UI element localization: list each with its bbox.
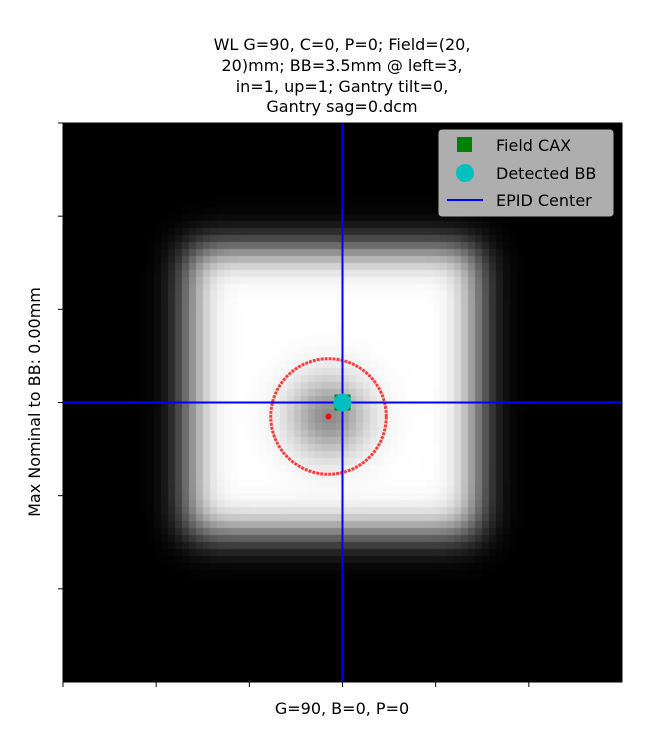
legend-label-field-cax: Field CAX	[496, 136, 571, 155]
legend-label-epid-center: EPID Center	[496, 191, 592, 210]
y-ticks	[58, 122, 63, 590]
title-line-1: WL G=90, C=0, P=0; Field=(20,	[214, 35, 471, 54]
x-ticks	[62, 682, 530, 687]
bb-outline	[269, 357, 388, 476]
y-axis-label: Max Nominal to BB: 0.00mm	[25, 287, 44, 517]
title-line-4: Gantry sag=0.dcm	[266, 97, 417, 116]
title-line-2: 20)mm; BB=3.5mm @ left=3,	[222, 56, 463, 75]
legend-label-detected-bb: Detected BB	[496, 164, 596, 183]
overlay	[63, 123, 622, 682]
legend-marker-detected-bb	[456, 164, 474, 182]
legend-box	[438, 129, 614, 217]
x-axis-label: G=90, B=0, P=0	[275, 699, 409, 718]
legend-marker-field-cax	[457, 137, 472, 152]
chart-title: WL G=90, C=0, P=0; Field=(20, 20)mm; BB=…	[214, 35, 471, 116]
legend: Field CAX Detected BB EPID Center	[438, 129, 614, 217]
detected-bb-marker	[333, 393, 352, 412]
bb-center-point	[325, 413, 332, 420]
title-line-3: in=1, up=1; Gantry tilt=0,	[236, 77, 449, 96]
